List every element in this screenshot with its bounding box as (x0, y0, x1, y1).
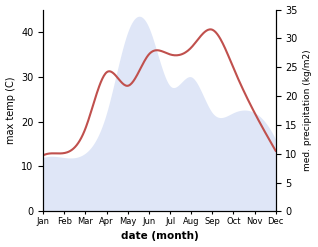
Y-axis label: med. precipitation (kg/m2): med. precipitation (kg/m2) (303, 50, 313, 171)
X-axis label: date (month): date (month) (121, 231, 198, 242)
Y-axis label: max temp (C): max temp (C) (5, 77, 16, 144)
